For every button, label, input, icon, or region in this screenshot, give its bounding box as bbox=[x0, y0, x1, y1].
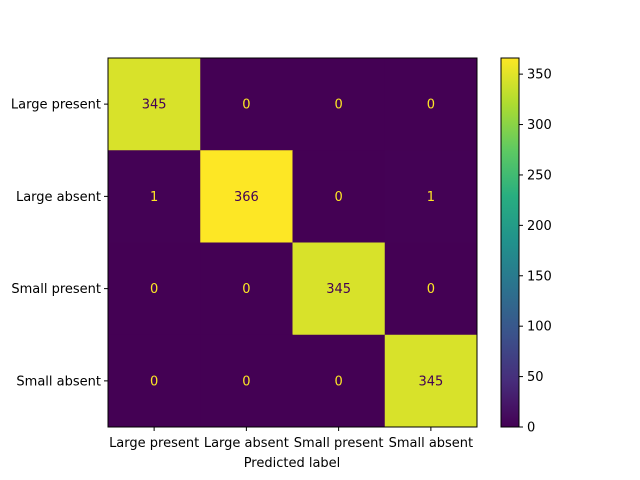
x-tick-label: Small absent bbox=[389, 436, 474, 451]
x-axis-label: Predicted label bbox=[244, 456, 341, 471]
heatmap-cell bbox=[108, 334, 201, 428]
x-tick-label: Large absent bbox=[204, 436, 289, 451]
y-tick-label: Small absent bbox=[16, 374, 101, 389]
cell-value-labels: 345 0 0 0 1 366 0 1 0 0 345 0 0 0 0 345 bbox=[142, 98, 444, 390]
colorbar-tick-label: 150 bbox=[527, 269, 552, 284]
colorbar-tick-label: 50 bbox=[527, 370, 544, 385]
colorbar-tick-label: 0 bbox=[527, 421, 535, 436]
colorbar-tick-label: 100 bbox=[527, 320, 552, 335]
cell-value-label: 1 bbox=[150, 190, 158, 205]
heatmap-cells bbox=[108, 58, 478, 428]
colorbar-tick-label: 250 bbox=[527, 168, 552, 183]
cell-value-label: 0 bbox=[242, 282, 250, 297]
heatmap-cell bbox=[108, 242, 201, 336]
cell-value-label: 0 bbox=[334, 374, 342, 389]
y-tick-labels: Large present Large absent Small present Sm… bbox=[11, 98, 108, 389]
colorbar-tick-label: 350 bbox=[527, 68, 552, 83]
matrix-frame bbox=[107, 57, 478, 428]
heatmap-cell bbox=[292, 334, 386, 428]
cell-value-label: 0 bbox=[242, 374, 250, 389]
cell-value-label: 1 bbox=[427, 190, 435, 205]
cell-value-label: 0 bbox=[242, 98, 250, 113]
heatmap-cell bbox=[108, 58, 201, 151]
cell-value-label: 366 bbox=[234, 190, 259, 205]
y-tick-label: Large absent bbox=[16, 190, 101, 205]
heatmap-cell bbox=[200, 334, 293, 428]
heatmap-cell bbox=[108, 150, 201, 243]
cell-value-label: 0 bbox=[334, 190, 342, 205]
cell-value-label: 0 bbox=[150, 374, 158, 389]
colorbar bbox=[500, 57, 520, 428]
heatmap-cell bbox=[292, 150, 386, 243]
cell-value-label: 345 bbox=[326, 282, 351, 297]
y-tick-label: Small present bbox=[11, 282, 101, 297]
heatmap-cell bbox=[292, 58, 386, 151]
x-tick-labels: Large present Large absent Small present Sm… bbox=[109, 427, 473, 451]
cell-value-label: 0 bbox=[427, 282, 435, 297]
cell-value-label: 0 bbox=[150, 282, 158, 297]
heatmap-cell bbox=[384, 242, 478, 336]
y-tick-label: Large present bbox=[11, 98, 101, 113]
cell-value-label: 345 bbox=[142, 98, 167, 113]
heatmap-cell bbox=[200, 242, 293, 336]
heatmap-cell bbox=[384, 150, 478, 243]
heatmap-cell bbox=[292, 242, 386, 336]
heatmap-cell bbox=[384, 58, 478, 151]
cell-value-label: 345 bbox=[418, 374, 443, 389]
cell-value-label: 0 bbox=[427, 98, 435, 113]
colorbar-tick-label: 200 bbox=[527, 219, 552, 234]
heatmap-cell bbox=[200, 150, 293, 243]
x-tick-label: Large present bbox=[109, 436, 199, 451]
heatmap-cell bbox=[384, 334, 478, 428]
heatmap-cell bbox=[200, 58, 293, 151]
x-tick-label: Small present bbox=[294, 436, 384, 451]
colorbar-tick-label: 300 bbox=[527, 118, 552, 133]
cell-value-label: 0 bbox=[334, 98, 342, 113]
colorbar-ticks: 0 50 100 150 200 250 300 350 bbox=[519, 68, 552, 436]
